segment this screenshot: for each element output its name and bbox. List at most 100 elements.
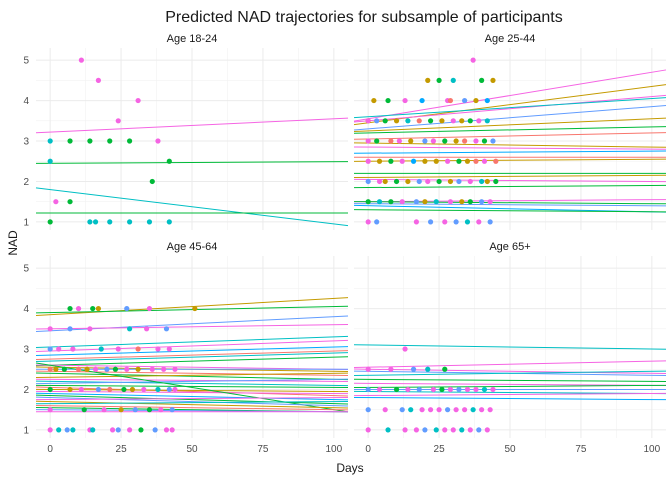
data-point [473, 386, 479, 393]
data-point [419, 97, 425, 104]
data-point [425, 77, 431, 83]
trajectory-line [353, 199, 667, 203]
data-point [447, 178, 454, 185]
data-point [141, 386, 147, 393]
data-point [47, 158, 53, 164]
data-point [87, 219, 93, 225]
data-point [450, 427, 456, 433]
data-point [146, 219, 153, 225]
data-point [172, 366, 178, 372]
data-point [442, 219, 448, 225]
data-point [464, 219, 471, 225]
data-point [487, 199, 493, 205]
data-point [112, 366, 119, 372]
data-point [124, 366, 130, 372]
trajectory-lines [353, 69, 667, 213]
data-point [399, 158, 405, 164]
trajectory-line [353, 184, 667, 189]
trajectory-line [353, 97, 667, 119]
data-point [433, 158, 439, 164]
trajectory-line [35, 404, 349, 411]
data-point [453, 219, 459, 225]
data-point [163, 326, 170, 332]
trajectory-line [353, 126, 667, 134]
data-point [149, 366, 155, 372]
data-point [436, 407, 442, 413]
x-tick-label: 25 [116, 444, 128, 455]
data-point [484, 118, 490, 124]
trajectory-line [35, 388, 349, 393]
data-point [374, 219, 380, 225]
data-point [365, 158, 371, 164]
data-point [425, 366, 431, 372]
x-tick-label: 50 [186, 444, 198, 455]
x-tick-label: 75 [257, 444, 269, 455]
data-point [479, 178, 485, 185]
y-tick-label: 2 [23, 177, 29, 188]
y-tick-label: 3 [23, 345, 29, 356]
data-point [396, 138, 402, 144]
panel-strip-label: Age 18-24 [167, 33, 218, 45]
data-point [490, 138, 496, 144]
trajectory-line [353, 396, 667, 401]
data-point [47, 326, 53, 332]
trajectory-line [353, 360, 667, 369]
data-point [92, 219, 99, 225]
data-point [385, 427, 391, 433]
data-point [462, 407, 468, 413]
y-tick-label: 3 [23, 137, 29, 148]
data-point [388, 199, 394, 205]
data-point [393, 178, 400, 185]
data-point [92, 366, 99, 372]
data-point [447, 199, 454, 205]
data-point [433, 427, 439, 433]
trajectory-line [35, 396, 349, 401]
trajectory-line [35, 350, 349, 361]
data-point [445, 158, 451, 164]
x-axis-label: Days [336, 461, 363, 475]
data-point [473, 97, 479, 104]
trajectory-line [353, 344, 667, 350]
data-point [399, 407, 405, 413]
data-point [453, 138, 459, 144]
data-point [376, 178, 383, 185]
data-point [490, 386, 496, 393]
data-point [413, 199, 419, 205]
trajectory-lines [35, 117, 349, 227]
y-tick-label: 2 [23, 385, 29, 396]
trajectory-line [353, 204, 667, 213]
data-point [402, 97, 408, 104]
trajectory-line [35, 386, 349, 397]
data-points [47, 305, 198, 433]
data-point [129, 386, 136, 393]
trajectory-line [353, 368, 667, 374]
data-point [433, 199, 439, 205]
data-point [365, 178, 371, 185]
data-point [155, 346, 161, 352]
data-point [127, 138, 133, 144]
data-point [456, 178, 462, 185]
data-point [84, 366, 90, 372]
data-point [464, 386, 471, 393]
data-point [107, 386, 113, 393]
data-point [78, 386, 84, 393]
data-point [456, 158, 462, 164]
trajectory-line [35, 384, 349, 389]
data-point [95, 386, 101, 393]
data-point [67, 305, 73, 312]
data-point [166, 219, 172, 225]
data-point [90, 427, 96, 433]
data-point [169, 427, 175, 433]
trajectory-line [353, 174, 667, 179]
chart-title: Predicted NAD trajectories for subsample… [165, 9, 563, 26]
panel-4: Age 65+ 0 25 50 75 100 [353, 241, 667, 455]
data-point [413, 427, 419, 433]
data-point [365, 427, 371, 433]
data-point [427, 407, 434, 413]
data-point [445, 407, 451, 413]
data-point [436, 178, 442, 185]
data-point [479, 407, 485, 413]
data-point [442, 366, 448, 372]
data-point [115, 427, 121, 433]
